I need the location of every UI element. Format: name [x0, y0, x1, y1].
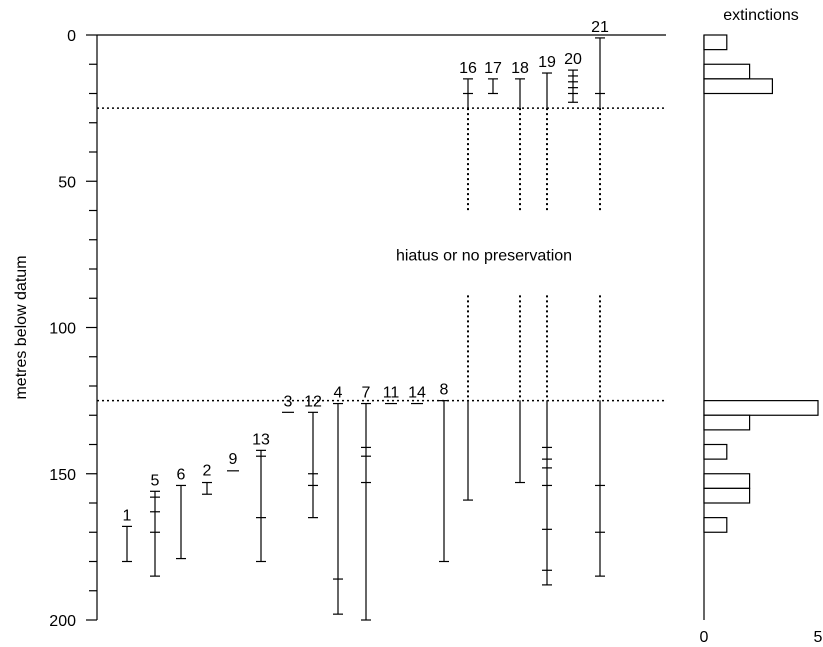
histogram-bar — [703, 63, 751, 80]
range-label-9: 9 — [229, 451, 238, 468]
range-label-6: 6 — [177, 466, 186, 483]
histogram-bar — [703, 517, 728, 533]
range-labels: 1 5 6 29 13 3 12 4 7 11 14 8 16 17 18 19 20 21 — [123, 19, 609, 524]
histogram-bars — [703, 34, 819, 533]
range-12 — [308, 411, 318, 519]
range-6 — [176, 484, 186, 560]
range-label-3: 3 — [284, 393, 293, 410]
range-16 — [463, 78, 473, 501]
histogram-bar — [703, 473, 751, 489]
range-label-12: 12 — [304, 393, 322, 410]
hiatus-boundary-lines — [97, 107, 666, 402]
y-tick-label: 50 — [58, 174, 76, 191]
histogram-bar — [703, 487, 751, 504]
y-axis-label: metres below datum — [13, 255, 30, 399]
range-17 — [488, 78, 498, 95]
hiatus-annotation: hiatus or no preservation — [396, 247, 572, 264]
range-label-18: 18 — [511, 60, 529, 77]
range-label-16: 16 — [459, 60, 477, 77]
range-5 — [150, 490, 160, 577]
y-tick-label: 150 — [49, 467, 76, 484]
range-label-1: 1 — [123, 507, 132, 524]
range-label-17: 17 — [484, 60, 502, 77]
range-2 — [202, 481, 212, 495]
range-label-11: 11 — [383, 385, 400, 402]
y-tick-label: 100 — [49, 321, 76, 338]
range-21 — [595, 37, 605, 577]
range-label-13: 13 — [252, 431, 270, 448]
histogram-bar — [703, 414, 751, 431]
histogram-x-tick-label: 5 — [814, 629, 823, 646]
range-19 — [542, 72, 552, 586]
histogram-bar — [703, 400, 819, 416]
range-label-5: 5 — [151, 472, 160, 489]
range-label-14: 14 — [408, 385, 426, 402]
range-8 — [439, 400, 449, 563]
histogram-bar — [703, 34, 728, 51]
range-18 — [515, 78, 525, 484]
range-label-7: 7 — [362, 385, 371, 402]
range-13 — [256, 449, 266, 563]
range-20 — [568, 69, 578, 103]
range-label-20: 20 — [564, 51, 582, 68]
histogram-title: extinctions — [723, 7, 799, 24]
y-tick-label: 0 — [67, 28, 76, 45]
range-label-19: 19 — [538, 54, 556, 71]
range-4 — [333, 402, 343, 615]
range-label-4: 4 — [334, 385, 343, 402]
histogram-bar — [703, 443, 728, 460]
y-axis-tick-labels: 0 50 100 150 200 — [49, 28, 76, 630]
range-label-21: 21 — [591, 19, 609, 36]
range-chart-panel: 0 50 100 150 200 metres below datum 1 5 6 29 13 3… — [13, 19, 666, 630]
range-1 — [122, 525, 132, 563]
histogram-x-tick-label: 0 — [700, 629, 709, 646]
range-label-8: 8 — [440, 382, 449, 399]
range-label-2: 2 — [203, 463, 212, 480]
range-7 — [361, 402, 371, 621]
y-axis-ticks — [86, 34, 97, 621]
range-bars — [122, 37, 605, 621]
y-tick-label: 200 — [49, 613, 76, 630]
histogram-bar — [703, 78, 774, 95]
